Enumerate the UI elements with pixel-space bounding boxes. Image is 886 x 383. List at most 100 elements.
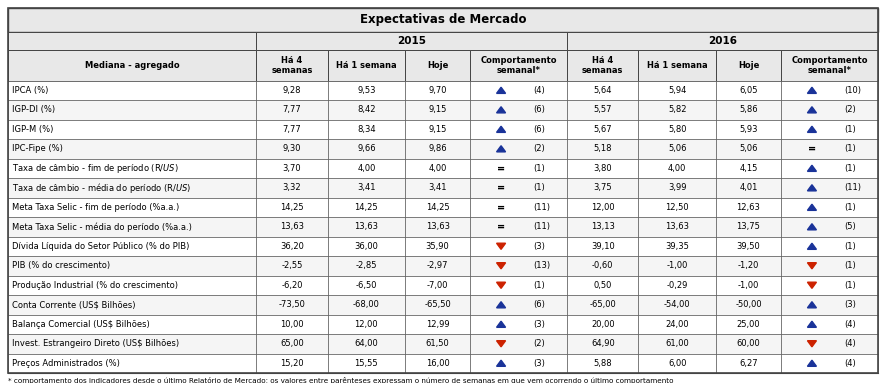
Bar [8,50,256,80]
Bar [328,100,405,119]
Bar [8,100,256,119]
Text: -0,29: -0,29 [666,281,688,290]
Text: 24,00: 24,00 [665,320,689,329]
Bar [716,198,781,217]
Bar [716,139,781,159]
Text: 5,80: 5,80 [668,125,687,134]
Text: 4,15: 4,15 [739,164,758,173]
Bar [567,139,639,159]
Bar [256,217,328,237]
Bar [8,237,256,256]
Polygon shape [807,87,816,93]
Text: 0,50: 0,50 [594,281,612,290]
Bar [567,198,639,217]
Text: 5,64: 5,64 [594,86,612,95]
Text: Hoje: Hoje [427,61,448,70]
Bar [405,50,470,80]
Bar [256,80,328,100]
Bar [328,178,405,198]
Bar [781,314,878,334]
Bar [328,80,405,100]
Bar [8,334,256,354]
Polygon shape [496,263,506,269]
Polygon shape [496,126,506,133]
Bar [567,32,878,50]
Bar [639,295,716,314]
Text: (1): (1) [844,281,856,290]
Text: 12,50: 12,50 [665,203,689,212]
Text: Taxa de câmbio - fim de período (R$/US$): Taxa de câmbio - fim de período (R$/US$) [12,162,179,175]
Text: Invest. Estrangeiro Direto (US$ Bilhões): Invest. Estrangeiro Direto (US$ Bilhões) [12,339,179,348]
Text: Dívida Líquida do Setor Público (% do PIB): Dívida Líquida do Setor Público (% do PI… [12,242,190,251]
Text: (1): (1) [844,261,856,270]
Bar [470,198,567,217]
Bar [328,314,405,334]
Text: (4): (4) [844,320,856,329]
Bar [256,32,567,50]
Text: -1,20: -1,20 [738,261,759,270]
Text: Balança Comercial (US$ Bilhões): Balança Comercial (US$ Bilhões) [12,320,150,329]
Bar [639,198,716,217]
Polygon shape [807,360,816,366]
Text: 9,15: 9,15 [429,105,447,114]
Text: (11): (11) [533,203,550,212]
Text: 12,99: 12,99 [426,320,449,329]
Bar [405,295,470,314]
Text: =: = [497,202,505,212]
Text: IGP-DI (%): IGP-DI (%) [12,105,55,114]
Polygon shape [807,263,816,269]
Bar [256,139,328,159]
Bar [256,354,328,373]
Text: Preços Administrados (%): Preços Administrados (%) [12,359,120,368]
Text: -1,00: -1,00 [666,261,688,270]
Bar [328,159,405,178]
Bar [639,256,716,275]
Bar [256,256,328,275]
Text: 9,53: 9,53 [357,86,376,95]
Polygon shape [496,341,506,347]
Polygon shape [807,341,816,347]
Text: 5,18: 5,18 [594,144,612,153]
Bar [567,334,639,354]
Bar [781,256,878,275]
Text: 8,42: 8,42 [357,105,376,114]
Text: 9,70: 9,70 [428,86,447,95]
Bar [716,100,781,119]
Text: -65,50: -65,50 [424,300,451,309]
Bar [567,217,639,237]
Text: (11): (11) [844,183,861,192]
Text: 60,00: 60,00 [736,339,760,348]
Text: 13,63: 13,63 [354,222,378,231]
Bar [256,159,328,178]
Text: (3): (3) [533,359,545,368]
Bar [8,8,878,32]
Text: 4,00: 4,00 [668,164,687,173]
Bar [405,237,470,256]
Text: -2,85: -2,85 [355,261,377,270]
Bar [567,178,639,198]
Bar [567,354,639,373]
Bar [256,334,328,354]
Text: Conta Corrente (US$ Bilhões): Conta Corrente (US$ Bilhões) [12,300,136,309]
Bar [716,295,781,314]
Text: 65,00: 65,00 [280,339,304,348]
Bar [256,198,328,217]
Bar [405,198,470,217]
Bar [470,139,567,159]
Text: (1): (1) [533,164,545,173]
Bar [639,334,716,354]
Text: 7,77: 7,77 [283,105,301,114]
Bar [781,80,878,100]
Text: 8,34: 8,34 [357,125,376,134]
Bar [781,354,878,373]
Text: 12,00: 12,00 [591,203,615,212]
Bar [470,119,567,139]
Bar [781,295,878,314]
Bar [328,217,405,237]
Text: 5,06: 5,06 [739,144,758,153]
Bar [8,295,256,314]
Bar [716,314,781,334]
Bar [8,32,256,50]
Text: 36,00: 36,00 [354,242,378,251]
Bar [567,80,639,100]
